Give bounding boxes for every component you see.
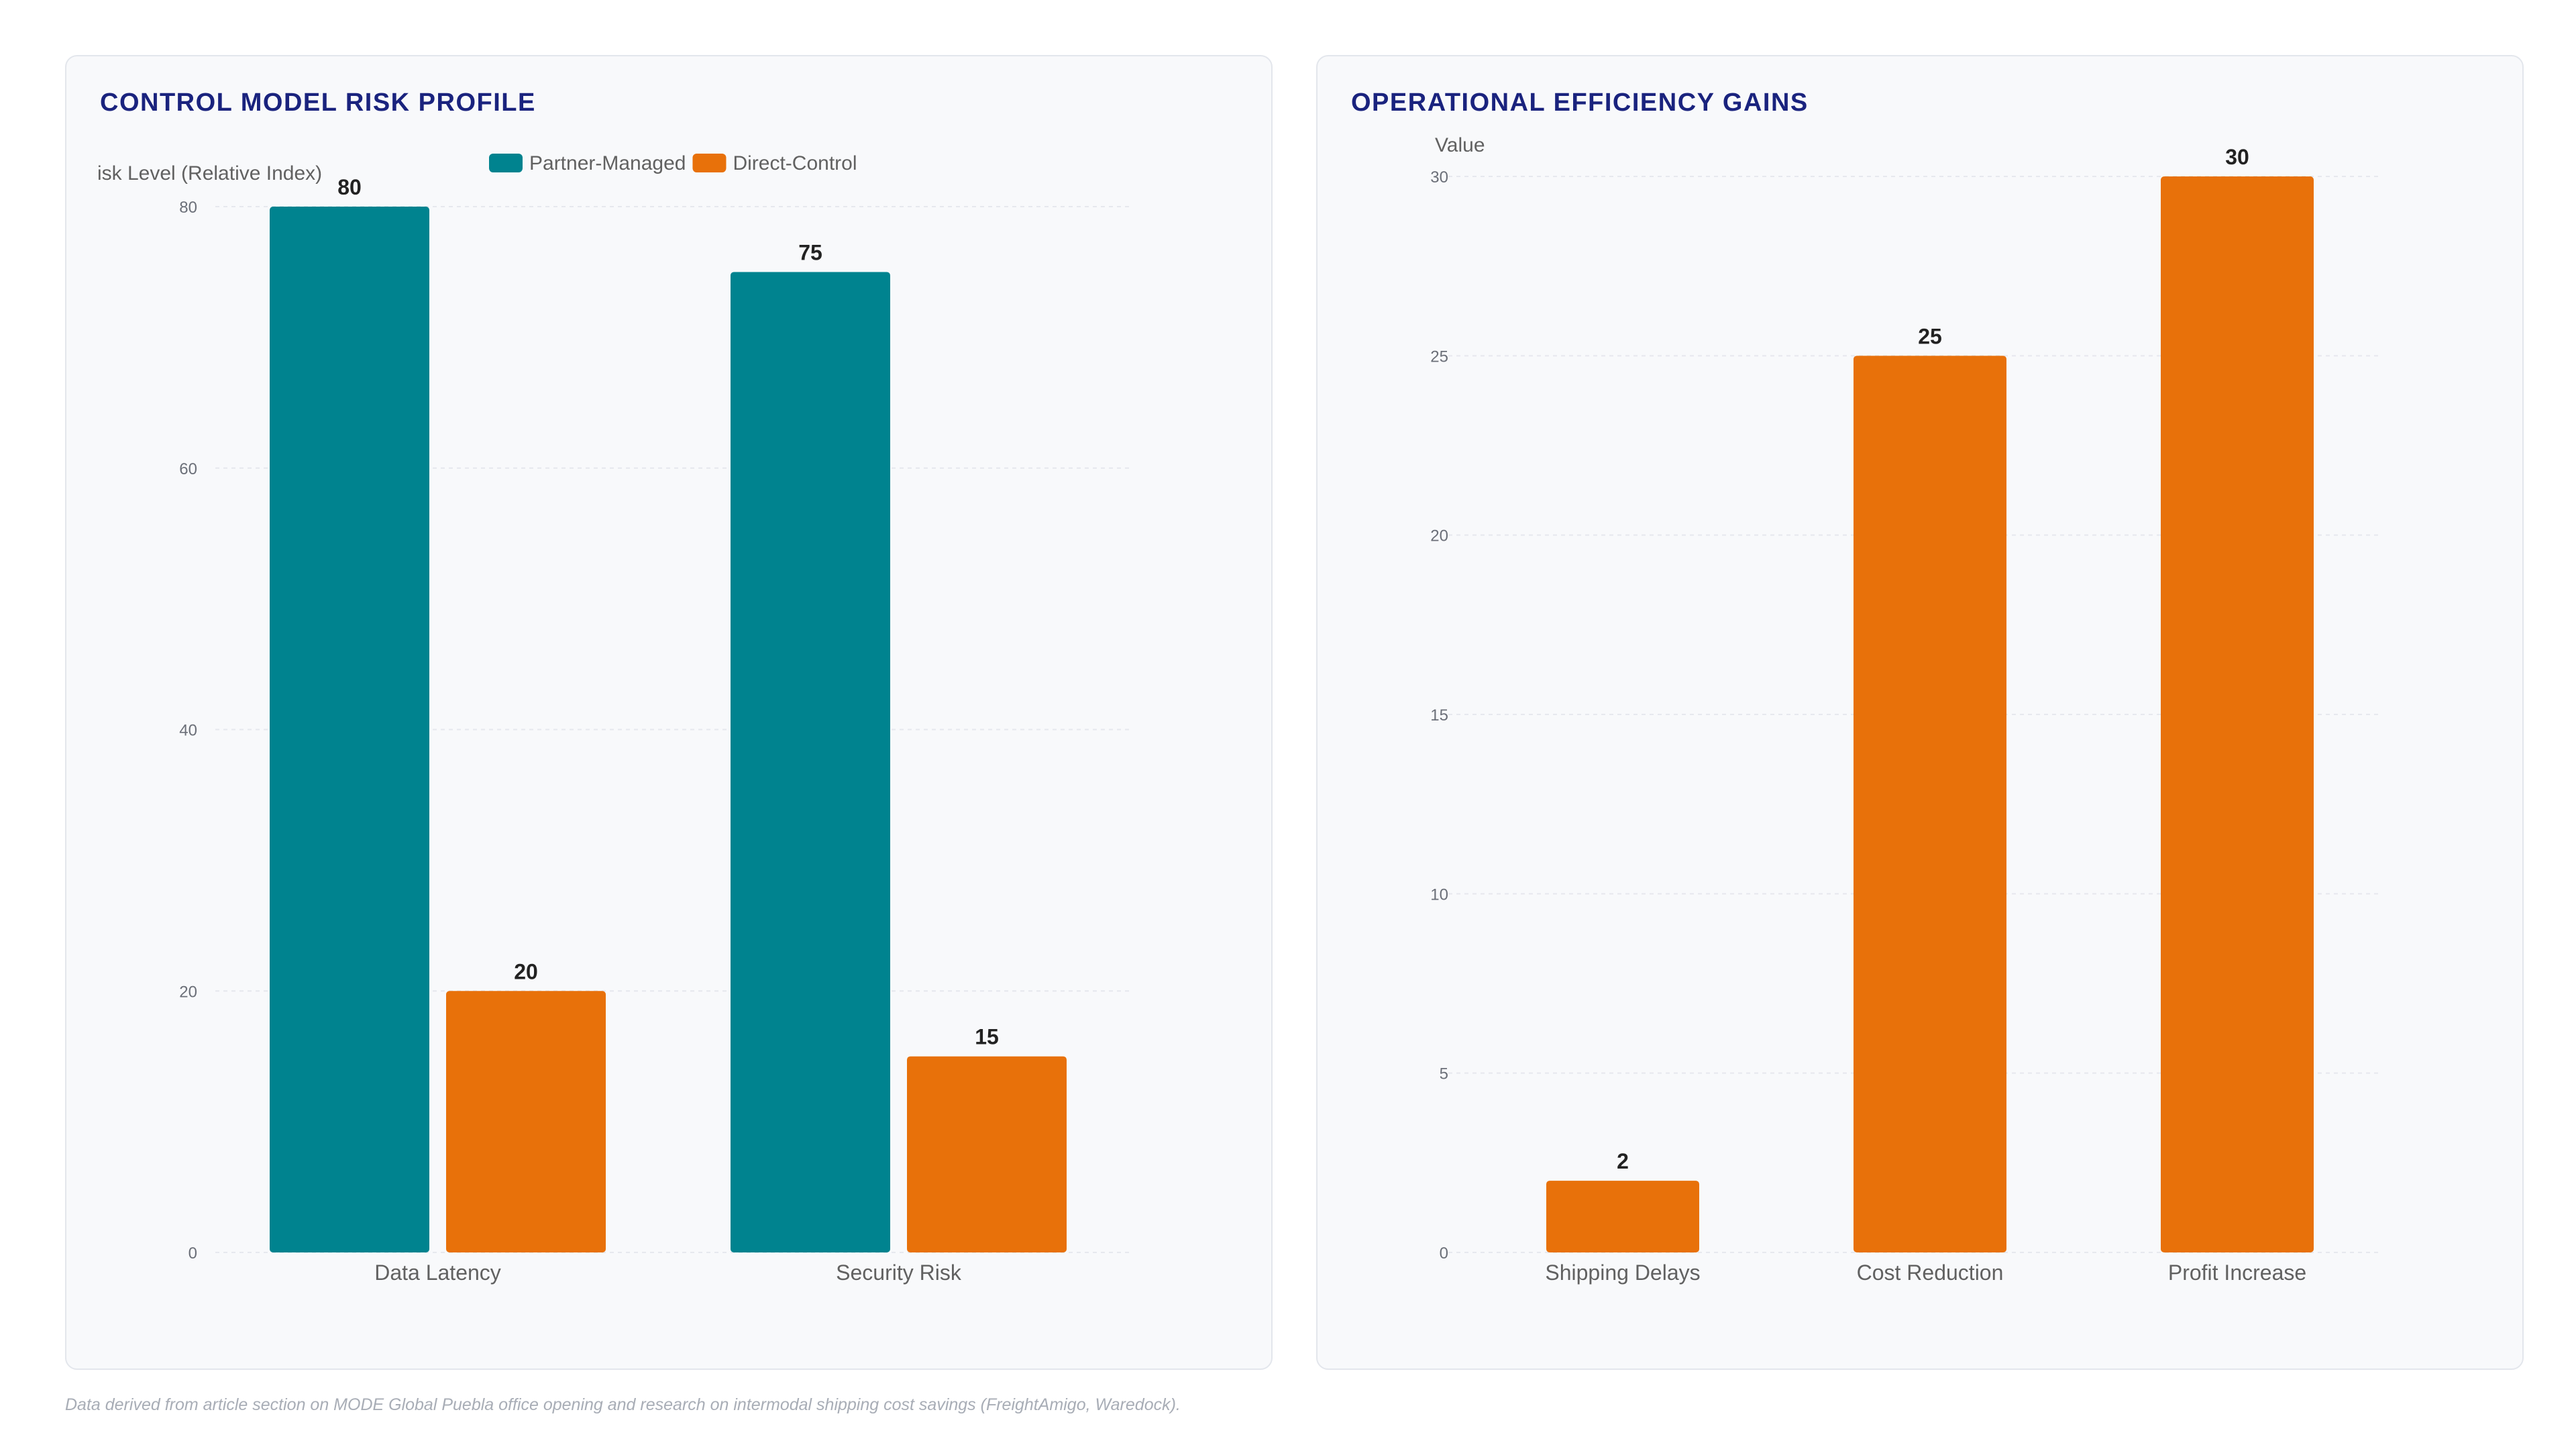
y-tick-label: 40 bbox=[179, 722, 197, 740]
risk-profile-chart: 0 20 40 60 80 isk Level (Relative Index) 80 20 D… bbox=[97, 152, 1130, 1285]
y-tick-label: 0 bbox=[189, 1244, 197, 1263]
y-tick-label: 5 bbox=[1440, 1065, 1448, 1083]
data-label: 20 bbox=[514, 959, 538, 983]
x-tick-label: Cost Reduction bbox=[1857, 1260, 2004, 1285]
bar bbox=[2161, 176, 2314, 1252]
y-axis-label: Value bbox=[1435, 134, 1485, 156]
data-label: 75 bbox=[798, 240, 822, 264]
x-tick-label: Security Risk bbox=[836, 1260, 962, 1285]
source-footnote: Data derived from article section on MOD… bbox=[65, 1395, 1181, 1414]
risk-profile-panel: CONTROL MODEL RISK PROFILE 0 20 40 60 80 isk … bbox=[65, 55, 1273, 1370]
legend-label: Direct-Control bbox=[733, 152, 857, 174]
data-label: 15 bbox=[975, 1025, 999, 1049]
x-tick-label: Data Latency bbox=[374, 1260, 501, 1285]
data-label: 80 bbox=[337, 175, 362, 199]
y-tick-label: 20 bbox=[1430, 527, 1448, 545]
data-label: 2 bbox=[1617, 1149, 1629, 1173]
bar bbox=[270, 207, 429, 1252]
chart-title: CONTROL MODEL RISK PROFILE bbox=[100, 89, 536, 117]
x-tick-label: Profit Increase bbox=[2168, 1260, 2306, 1285]
bar bbox=[731, 272, 890, 1252]
y-tick-label: 25 bbox=[1430, 347, 1448, 366]
legend: Partner-Managed Direct-Control bbox=[489, 152, 857, 174]
y-tick-label: 10 bbox=[1430, 885, 1448, 904]
bar bbox=[907, 1056, 1067, 1252]
y-tick-label: 0 bbox=[1440, 1244, 1448, 1263]
y-tick-label: 15 bbox=[1430, 706, 1448, 724]
bar bbox=[446, 991, 606, 1252]
y-tick-label: 20 bbox=[179, 983, 197, 1001]
y-tick-label: 60 bbox=[179, 460, 197, 478]
chart-title: OPERATIONAL EFFICIENCY GAINS bbox=[1351, 89, 1809, 117]
efficiency-gains-panel: OPERATIONAL EFFICIENCY GAINS 0 5 10 15 20 25 3… bbox=[1316, 55, 2524, 1370]
legend-swatch bbox=[692, 154, 727, 172]
y-tick-label: 30 bbox=[1430, 168, 1448, 186]
y-axis-label: isk Level (Relative Index) bbox=[97, 162, 322, 184]
bar bbox=[1854, 356, 2006, 1252]
y-tick-label: 80 bbox=[179, 199, 197, 217]
efficiency-gains-chart: 0 5 10 15 20 25 30 Value 2 Shipping Delays 25 Cost … bbox=[1430, 134, 2381, 1285]
x-tick-label: Shipping Delays bbox=[1545, 1260, 1700, 1285]
legend-label: Partner-Managed bbox=[529, 152, 686, 174]
data-label: 30 bbox=[2225, 145, 2249, 169]
data-label: 25 bbox=[1918, 324, 1942, 348]
legend-swatch bbox=[489, 154, 523, 172]
bar bbox=[1546, 1181, 1699, 1252]
